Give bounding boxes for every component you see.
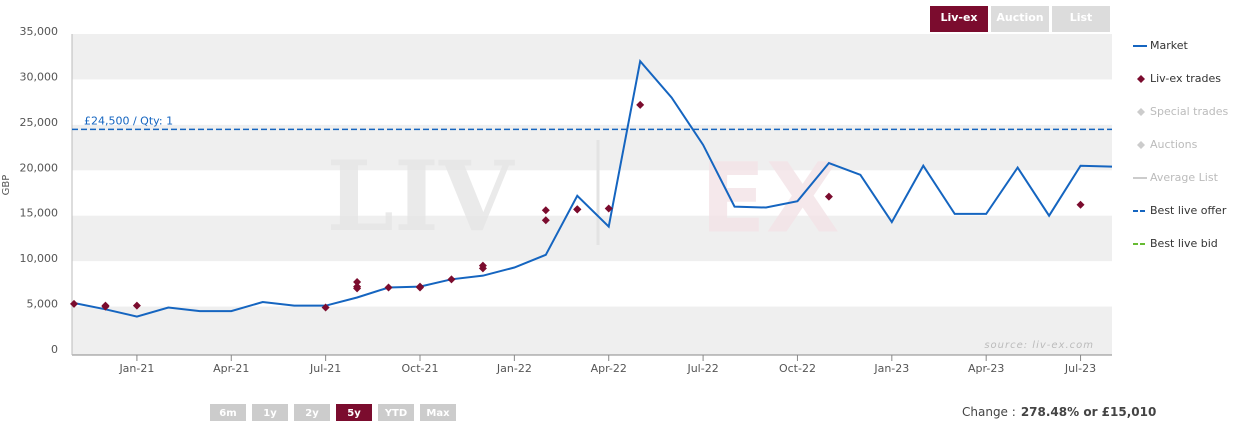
range-button[interactable] [252, 404, 288, 421]
change-value: 278.48% or £15,010 [1021, 405, 1157, 419]
grid-band [72, 306, 1112, 355]
trade-marker [353, 278, 362, 287]
trade-marker [447, 275, 456, 284]
watermark: LIV [327, 140, 515, 253]
source-button[interactable] [1052, 6, 1110, 32]
legend-label[interactable]: Market [1150, 39, 1188, 52]
range-button[interactable] [210, 404, 246, 421]
legend-symbol [1137, 75, 1145, 83]
x-tick-label: Jan-23 [873, 362, 909, 375]
x-tick-label: Oct-21 [402, 362, 439, 375]
legend-label[interactable]: Auctions [1150, 138, 1198, 151]
y-tick-label: 10,000 [20, 252, 59, 265]
trade-marker [573, 205, 582, 214]
y-tick-label: 20,000 [20, 161, 59, 174]
trade-marker [70, 299, 78, 308]
trade-marker [636, 100, 645, 109]
x-tick-label: Jul-23 [1064, 362, 1096, 375]
y-tick-label: 35,000 [20, 25, 59, 38]
watermark: EX [700, 142, 840, 254]
x-tick-label: Jul-22 [686, 362, 718, 375]
y-tick-label: 30,000 [20, 70, 59, 83]
trade-marker [353, 284, 362, 293]
trade-marker [384, 283, 393, 292]
y-tick-label: 25,000 [20, 116, 59, 129]
source-note: source: liv-ex.com [984, 340, 1094, 351]
best-offer-label: £24,500 / Qty: 1 [84, 114, 173, 127]
x-tick-label: Apr-21 [213, 362, 249, 375]
trade-marker [824, 192, 833, 201]
range-button[interactable] [294, 404, 330, 421]
source-button[interactable] [991, 6, 1049, 32]
x-tick-label: Oct-22 [779, 362, 816, 375]
x-tick-label: Jan-22 [496, 362, 532, 375]
legend-symbol [1137, 108, 1145, 116]
legend-label[interactable]: Average List [1150, 171, 1219, 184]
legend-label[interactable]: Liv-ex trades [1150, 72, 1221, 85]
x-tick-label: Apr-23 [968, 362, 1004, 375]
x-tick-label: Jul-21 [309, 362, 341, 375]
source-button[interactable] [930, 6, 988, 32]
source-button-label[interactable]: Liv-ex [940, 11, 977, 24]
grid-band [72, 215, 1112, 262]
legend-label[interactable]: Best live offer [1150, 204, 1227, 217]
trade-marker [416, 282, 424, 291]
x-tick-label: Jan-21 [118, 362, 154, 375]
range-button-label[interactable]: YTD [384, 408, 407, 419]
plot-area [72, 34, 1112, 355]
trade-marker [101, 302, 110, 311]
range-button-label[interactable]: 6m [219, 408, 236, 419]
change-label: Change : [962, 405, 1016, 419]
range-button-label[interactable]: 5y [347, 408, 361, 419]
source-button-label[interactable]: List [1070, 11, 1093, 24]
trade-marker [541, 206, 550, 215]
x-tick-label: Apr-22 [591, 362, 627, 375]
trade-marker [541, 216, 550, 225]
change-text: Change : 278.48% or £15,010 [962, 405, 1156, 419]
trade-marker [321, 303, 330, 312]
source-button-label[interactable]: Auction [996, 11, 1043, 24]
legend-label[interactable]: Best live bid [1150, 237, 1218, 250]
y-tick-label: 5,000 [27, 298, 59, 311]
y-tick-label: 15,000 [20, 207, 59, 220]
range-button[interactable] [420, 404, 456, 421]
range-button[interactable] [336, 404, 372, 421]
grid-band [72, 34, 1112, 80]
range-button-label[interactable]: 2y [305, 408, 319, 419]
range-button-label[interactable]: Max [426, 408, 450, 419]
y-tick-label: 0 [51, 343, 58, 356]
trade-marker [604, 204, 613, 213]
trade-marker [1076, 200, 1085, 209]
legend-label[interactable]: Special trades [1150, 105, 1228, 118]
trade-marker [132, 301, 141, 310]
legend-symbol [1137, 141, 1145, 149]
range-button-label[interactable]: 1y [263, 408, 277, 419]
range-button[interactable] [378, 404, 414, 421]
y-axis-label: GBP [1, 175, 12, 196]
trade-marker [478, 264, 487, 273]
market-line [73, 59, 1113, 318]
grid-band [72, 124, 1112, 171]
